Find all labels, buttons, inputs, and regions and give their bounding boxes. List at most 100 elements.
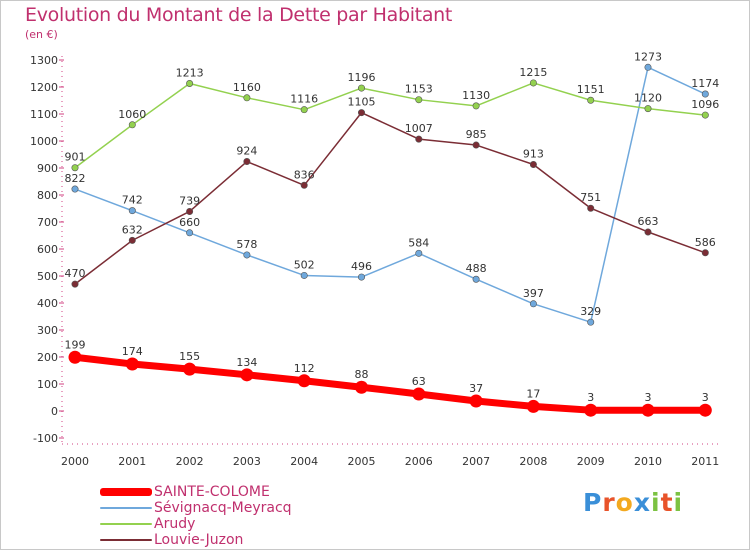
data-label: 632 [122,223,143,236]
y-tick-label: 900 [37,162,58,175]
data-point [584,403,598,417]
legend-label: SAINTE-COLOME [154,484,270,500]
legend: SAINTE-COLOME Sévignacq-Meyracq Arudy Louvi… [100,484,292,548]
legend-label: Arudy [154,516,196,532]
data-point [243,158,251,166]
data-label: 1096 [691,98,719,111]
data-point [587,96,595,104]
data-point [529,300,537,308]
y-tick-label: 1000 [30,135,58,148]
y-tick-label: 700 [37,216,58,229]
x-tick-label: 2005 [348,455,376,468]
series-line [71,353,709,414]
brand-logo: Proxiti [583,488,683,517]
legend-item: Arudy [100,516,292,532]
data-point [469,394,483,408]
x-tick-label: 2002 [176,455,204,468]
data-label: 329 [580,305,601,318]
x-tick-label: 2001 [118,455,146,468]
data-label: 1196 [348,71,376,84]
chart-title: Evolution du Montant de la Dette par Hab… [25,4,453,26]
legend-swatch [100,523,152,525]
data-label: 1151 [577,83,605,96]
data-labels-layer: 822 742 660 578 502 496 584 488 397 329 1273 1174 90… [65,50,720,404]
y-tick-label: 600 [37,243,58,256]
data-label: 1153 [405,83,433,96]
data-label: 1120 [634,92,662,105]
data-label: 174 [122,345,143,358]
data-point [415,135,423,143]
data-point [243,94,251,102]
y-tick-label: -100 [33,432,58,445]
data-point [357,273,365,281]
series-line [74,66,707,323]
data-point [355,380,368,394]
data-point [587,204,595,212]
x-tick-label: 2000 [61,455,89,468]
legend-item: SAINTE-COLOME [100,484,292,500]
data-point [698,403,712,417]
data-label: 1160 [233,81,261,94]
y-tick-label: 500 [37,270,58,283]
data-point [472,275,480,283]
x-tick-label: 2008 [519,455,547,468]
chart-unit-label: (en €) [25,28,58,41]
legend-item: Louvie-Juzon [100,532,292,548]
data-point [472,141,480,149]
data-label: 578 [236,238,257,251]
data-label: 1060 [118,108,146,121]
data-label: 1213 [176,66,204,79]
data-point [529,79,537,87]
data-point [300,106,308,114]
data-label: 488 [466,262,487,275]
data-label: 1116 [290,93,318,106]
data-point [71,280,79,288]
data-point [297,374,311,388]
data-label: 112 [294,362,315,375]
data-point [701,90,709,98]
data-point [644,228,652,236]
data-point [300,181,308,189]
data-point [357,84,365,92]
x-tick-label: 2010 [634,455,662,468]
data-label: 470 [65,267,86,280]
data-label: 63 [412,375,426,388]
data-point [526,399,540,413]
brand-letter: r [602,488,616,517]
data-label: 924 [236,145,257,158]
brand-letter: P [583,488,603,517]
legend-label: Louvie-Juzon [154,532,244,548]
y-tick-label: 200 [37,351,58,364]
data-label: 586 [695,236,716,249]
series-arudy [71,79,709,172]
data-label: 660 [179,216,200,229]
data-label: 397 [523,287,544,300]
brand-letter: i [673,488,684,517]
series-s-vignacq-meyracq [71,63,709,326]
data-label: 1174 [691,77,719,90]
data-point [128,236,136,244]
data-point [71,164,79,172]
data-point [701,249,709,257]
data-point [415,249,423,257]
data-label: 496 [351,260,372,273]
data-label: 1105 [348,96,376,109]
y-tick-label: 800 [37,189,58,202]
legend-swatch [100,539,152,541]
data-label: 1130 [462,89,490,102]
data-point [243,251,251,259]
data-point [300,271,308,279]
data-point [128,207,136,215]
data-point [472,102,480,110]
series-sainte-colome [68,350,712,417]
data-label: 1007 [405,122,433,135]
brand-letter: o [615,488,634,517]
data-label: 739 [179,194,200,207]
x-tick-label: 2011 [691,455,719,468]
y-tick-label: 0 [51,405,58,418]
data-label: 836 [294,168,315,181]
x-tick-label: 2003 [233,455,261,468]
data-label: 3 [645,391,652,404]
data-point [412,387,426,401]
